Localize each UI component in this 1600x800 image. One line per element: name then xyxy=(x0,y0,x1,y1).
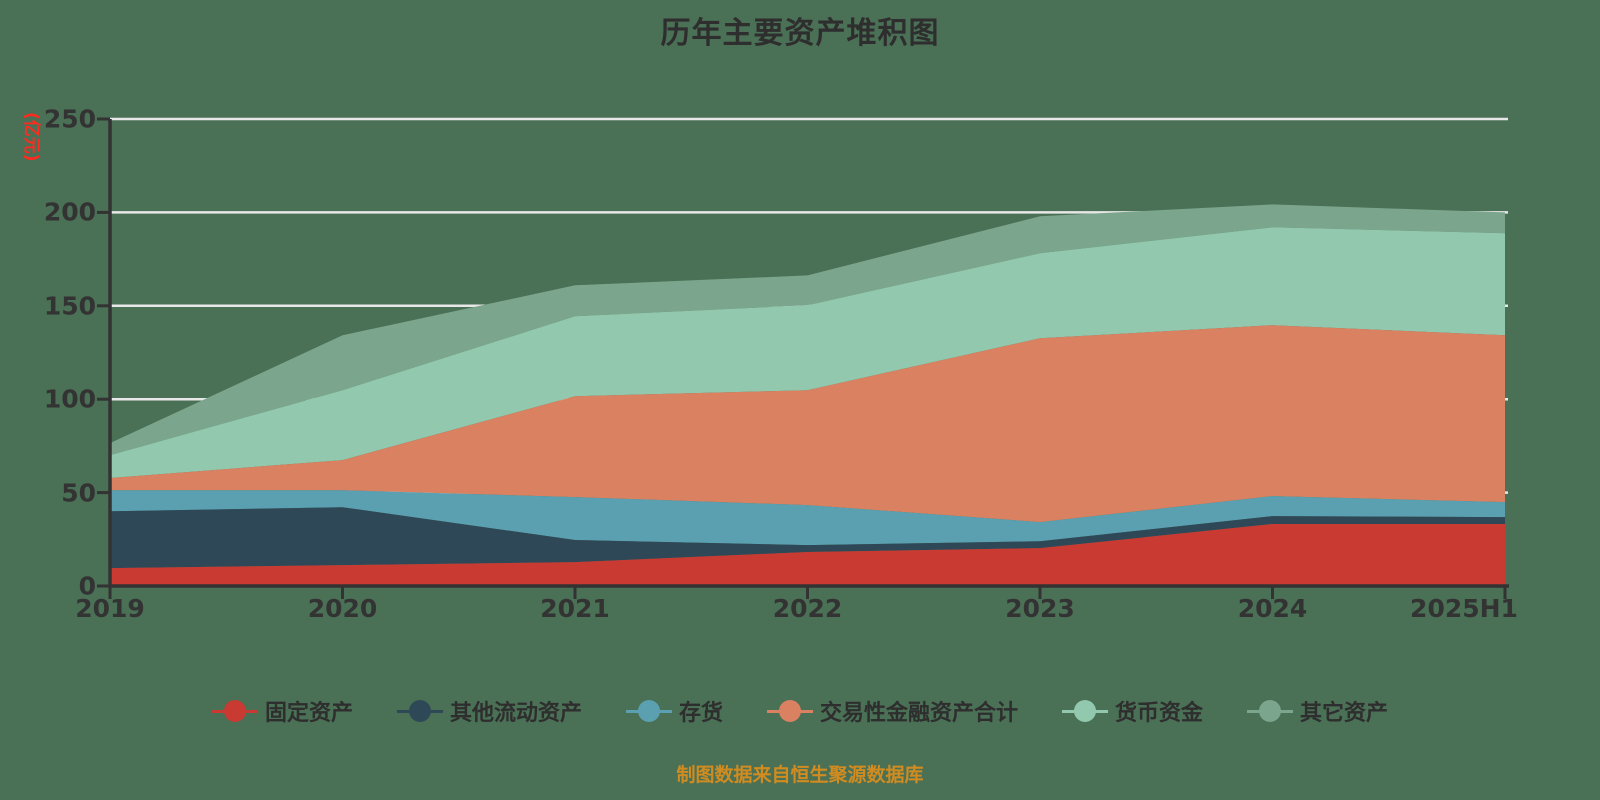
y-axis-labels: 0 50 100 150 200 250 xyxy=(0,0,96,800)
x-tick-label: 2019 xyxy=(75,594,145,623)
legend-marker-icon xyxy=(396,700,443,722)
legend-marker-icon xyxy=(1247,700,1294,722)
axis-ticks xyxy=(97,117,1507,599)
legend-label: 其他流动资产 xyxy=(449,701,582,726)
x-tick-label: 2024 xyxy=(1237,594,1308,623)
legend-label: 固定资产 xyxy=(264,701,353,726)
y-tick-label: 50 xyxy=(61,478,96,508)
x-tick-label: 2020 xyxy=(307,594,378,623)
legend-label: 存货 xyxy=(678,701,723,726)
legend-label: 交易性金融资产合计 xyxy=(820,701,1019,726)
y-tick-label: 100 xyxy=(43,384,96,414)
area-series xyxy=(110,490,1505,546)
x-tick-label: 2025H1 xyxy=(1410,594,1518,623)
x-tick-label: 2022 xyxy=(772,594,843,623)
y-axis-unit-label: (亿元) xyxy=(21,112,41,162)
legend-item[interactable]: 其他流动资产 xyxy=(396,695,582,727)
area-series xyxy=(110,507,1505,569)
chart-legend: 固定资产 其他流动资产 存货 交易性金融资产合计 货币资金 其它资产 xyxy=(0,695,1600,727)
area-series xyxy=(110,524,1505,586)
legend-item[interactable]: 其它资产 xyxy=(1247,695,1388,727)
legend-label: 其它资产 xyxy=(1300,701,1389,726)
y-tick-label: 0 xyxy=(78,571,96,601)
legend-item[interactable]: 固定资产 xyxy=(211,695,353,727)
legend-item[interactable]: 交易性金融资产合计 xyxy=(767,695,1018,727)
y-tick-label: 250 xyxy=(43,104,96,134)
legend-label: 货币资金 xyxy=(1115,701,1204,726)
legend-marker-icon xyxy=(1062,700,1109,722)
area-series xyxy=(110,227,1505,478)
legend-item[interactable]: 存货 xyxy=(625,695,723,727)
area-series xyxy=(110,325,1505,523)
legend-marker-icon xyxy=(625,700,672,722)
area-series-layer xyxy=(110,204,1505,586)
y-tick-label: 200 xyxy=(43,197,96,227)
legend-marker-icon xyxy=(211,700,258,722)
x-tick-label: 2021 xyxy=(540,594,610,623)
area-series xyxy=(110,204,1505,456)
page-title: 历年主要资产堆积图 xyxy=(660,16,940,51)
legend-item[interactable]: 货币资金 xyxy=(1062,695,1203,727)
legend-marker-icon xyxy=(767,700,813,722)
x-tick-label: 2023 xyxy=(1005,594,1075,623)
data-source-note: 制图数据来自恒生聚源数据库 xyxy=(676,764,924,786)
y-tick-label: 150 xyxy=(43,291,96,321)
